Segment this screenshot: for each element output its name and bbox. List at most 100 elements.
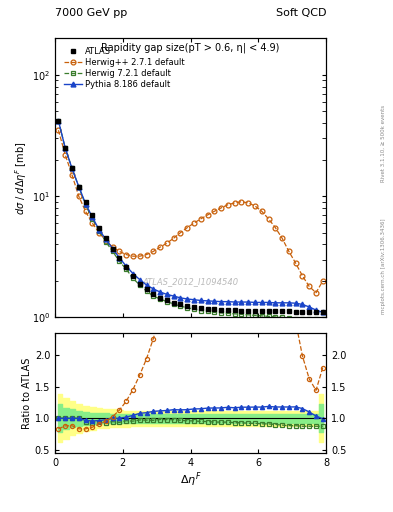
Pythia 8.186 default (273, 300, 278, 306)
Pythia 8.186 default (219, 298, 224, 305)
ATLAS (273, 308, 278, 314)
Herwig 7.2.1 default (273, 314, 278, 320)
ATLAS (280, 308, 285, 314)
ATLAS (83, 199, 88, 205)
Herwig++ 2.7.1 default (97, 229, 101, 236)
Pythia 8.186 default (198, 297, 203, 304)
Pythia 8.186 default (63, 145, 68, 151)
Pythia 8.186 default (124, 263, 129, 269)
ATLAS (192, 304, 196, 310)
Herwig++ 2.7.1 default (266, 216, 271, 222)
Pythia 8.186 default (259, 300, 264, 306)
Pythia 8.186 default (158, 289, 162, 295)
Herwig 7.2.1 default (253, 312, 257, 318)
X-axis label: $\Delta\eta^F$: $\Delta\eta^F$ (180, 471, 202, 489)
ATLAS (219, 307, 224, 313)
Text: mcplots.cern.ch [arXiv:1306.3436]: mcplots.cern.ch [arXiv:1306.3436] (381, 219, 386, 314)
Pythia 8.186 default (293, 300, 298, 306)
ATLAS (76, 183, 81, 189)
Pythia 8.186 default (239, 299, 244, 305)
Herwig 7.2.1 default (63, 145, 68, 151)
ATLAS (165, 297, 169, 304)
Herwig 7.2.1 default (300, 316, 305, 322)
Herwig++ 2.7.1 default (219, 205, 224, 211)
Herwig++ 2.7.1 default (76, 193, 81, 199)
Herwig 7.2.1 default (165, 298, 169, 305)
Herwig 7.2.1 default (192, 306, 196, 312)
Herwig 7.2.1 default (151, 293, 156, 299)
Pythia 8.186 default (205, 298, 210, 304)
Pythia 8.186 default (151, 286, 156, 292)
Herwig 7.2.1 default (185, 305, 189, 311)
ATLAS (205, 306, 210, 312)
Herwig 7.2.1 default (178, 303, 183, 309)
Pythia 8.186 default (266, 300, 271, 306)
Pythia 8.186 default (307, 304, 312, 310)
Herwig 7.2.1 default (266, 313, 271, 319)
Herwig 7.2.1 default (138, 282, 142, 288)
ATLAS (253, 308, 257, 314)
Herwig 7.2.1 default (198, 308, 203, 314)
Herwig++ 2.7.1 default (130, 253, 135, 259)
Herwig++ 2.7.1 default (138, 253, 142, 259)
Pythia 8.186 default (117, 255, 122, 261)
Herwig++ 2.7.1 default (63, 152, 68, 158)
Line: Herwig++ 2.7.1 default: Herwig++ 2.7.1 default (56, 128, 325, 295)
Pythia 8.186 default (138, 276, 142, 283)
Pythia 8.186 default (246, 299, 251, 305)
Pythia 8.186 default (171, 293, 176, 299)
ATLAS (97, 225, 101, 231)
Legend: ATLAS, Herwig++ 2.7.1 default, Herwig 7.2.1 default, Pythia 8.186 default: ATLAS, Herwig++ 2.7.1 default, Herwig 7.… (62, 46, 187, 91)
ATLAS (124, 264, 129, 270)
Herwig++ 2.7.1 default (212, 208, 217, 215)
Herwig 7.2.1 default (286, 315, 291, 321)
Pythia 8.186 default (103, 237, 108, 243)
Pythia 8.186 default (165, 291, 169, 297)
Herwig++ 2.7.1 default (226, 202, 230, 208)
Herwig 7.2.1 default (232, 311, 237, 317)
Pythia 8.186 default (178, 295, 183, 301)
Herwig++ 2.7.1 default (300, 273, 305, 279)
Text: Rivet 3.1.10, ≥ 500k events: Rivet 3.1.10, ≥ 500k events (381, 105, 386, 182)
Pythia 8.186 default (97, 226, 101, 232)
ATLAS (90, 212, 95, 218)
Herwig 7.2.1 default (70, 165, 74, 172)
Y-axis label: Ratio to ATLAS: Ratio to ATLAS (22, 357, 32, 429)
ATLAS (212, 306, 217, 312)
ATLAS (158, 295, 162, 301)
Herwig++ 2.7.1 default (56, 127, 61, 133)
Line: ATLAS: ATLAS (56, 118, 325, 314)
Herwig++ 2.7.1 default (171, 235, 176, 241)
Y-axis label: $d\sigma\ /\ d\Delta\eta^F\ \mathrm{[mb]}$: $d\sigma\ /\ d\Delta\eta^F\ \mathrm{[mb]… (13, 141, 29, 215)
Pythia 8.186 default (300, 302, 305, 308)
ATLAS (103, 235, 108, 241)
Herwig 7.2.1 default (110, 248, 115, 254)
Pythia 8.186 default (314, 307, 318, 313)
Herwig++ 2.7.1 default (314, 290, 318, 296)
Herwig++ 2.7.1 default (185, 225, 189, 231)
Herwig++ 2.7.1 default (293, 260, 298, 266)
Pythia 8.186 default (110, 245, 115, 251)
ATLAS (307, 309, 312, 315)
Herwig 7.2.1 default (246, 312, 251, 318)
Pythia 8.186 default (253, 300, 257, 306)
ATLAS (171, 300, 176, 306)
Herwig++ 2.7.1 default (307, 284, 312, 290)
Herwig 7.2.1 default (320, 316, 325, 322)
ATLAS (320, 309, 325, 315)
Herwig 7.2.1 default (314, 316, 318, 322)
Pythia 8.186 default (83, 200, 88, 206)
Herwig 7.2.1 default (239, 311, 244, 317)
Pythia 8.186 default (320, 309, 325, 315)
ATLAS (239, 308, 244, 314)
ATLAS (266, 308, 271, 314)
Pythia 8.186 default (286, 300, 291, 306)
Herwig 7.2.1 default (117, 258, 122, 264)
ATLAS (293, 309, 298, 315)
ATLAS (63, 145, 68, 151)
Herwig++ 2.7.1 default (70, 172, 74, 178)
ATLAS (138, 281, 142, 287)
Herwig++ 2.7.1 default (90, 220, 95, 226)
Text: ATLAS_2012_I1094540: ATLAS_2012_I1094540 (143, 276, 239, 286)
Pythia 8.186 default (144, 282, 149, 288)
